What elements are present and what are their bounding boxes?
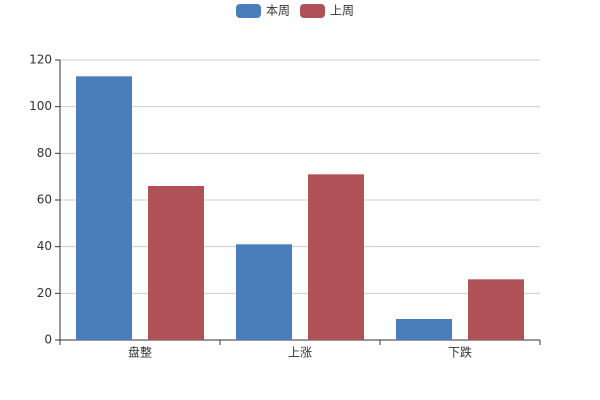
bar (236, 244, 292, 340)
legend-label: 上周 (330, 4, 354, 18)
y-tick-label: 20 (37, 286, 52, 300)
bar (468, 279, 524, 340)
y-tick-label: 40 (37, 239, 52, 253)
legend-swatch[interactable] (300, 4, 325, 18)
bar (396, 319, 452, 340)
bar (308, 174, 364, 340)
y-tick-label: 60 (37, 193, 52, 207)
legend-swatch[interactable] (236, 4, 261, 18)
x-tick-label: 上涨 (288, 345, 312, 360)
y-tick-label: 80 (37, 146, 52, 160)
bar (148, 186, 204, 340)
y-tick-label: 0 (44, 333, 52, 347)
legend-label: 本周 (266, 4, 290, 18)
x-tick-label: 盘整 (128, 345, 152, 360)
y-tick-label: 100 (29, 99, 52, 113)
y-tick-label: 120 (29, 53, 52, 67)
x-tick-label: 下跌 (448, 345, 472, 360)
bar (76, 76, 132, 340)
